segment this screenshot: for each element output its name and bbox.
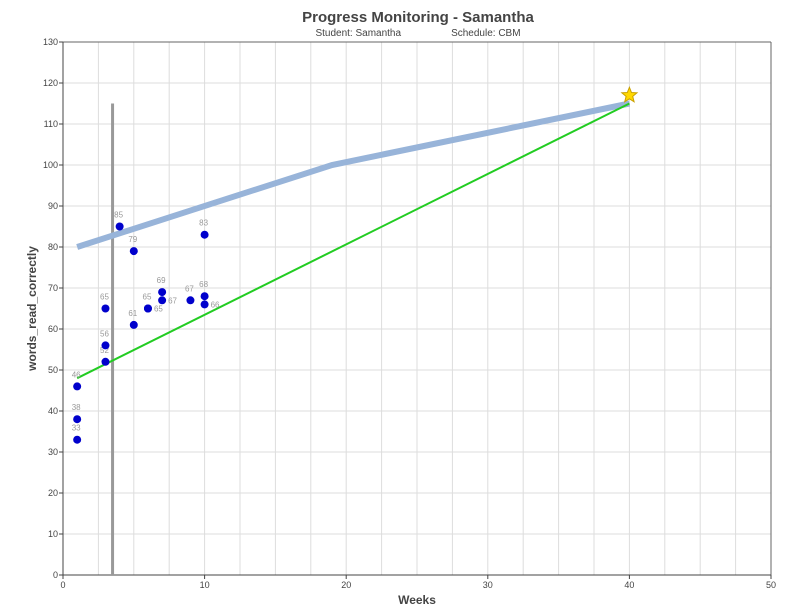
- data-point: [73, 415, 82, 424]
- data-label: 52: [100, 346, 109, 355]
- y-tick-label: 70: [48, 283, 58, 293]
- data-label: 56: [100, 329, 109, 338]
- student-label: Student: Samantha: [315, 28, 402, 39]
- data-label: 83: [199, 219, 208, 228]
- data-point: [129, 320, 138, 329]
- goal-line: [76, 100, 631, 250]
- data-label: 85: [114, 211, 123, 220]
- data-label: 79: [128, 235, 137, 244]
- data-point: [200, 292, 209, 301]
- data-point: [143, 304, 152, 313]
- y-tick-label: 100: [43, 160, 58, 170]
- data-label: 69: [157, 276, 166, 285]
- y-tick-label: 60: [48, 324, 58, 334]
- y-axis-label: words_read_correctly: [25, 246, 39, 372]
- y-tick-label: 50: [48, 365, 58, 375]
- y-tick-label: 0: [53, 570, 58, 580]
- data-label: 38: [72, 403, 81, 412]
- trend-line: [76, 102, 630, 380]
- chart-title: Progress Monitoring - Samantha: [302, 9, 534, 26]
- x-tick-label: 10: [200, 580, 210, 590]
- data-point: [73, 435, 82, 444]
- data-label: 65: [154, 305, 163, 314]
- data-point: [186, 296, 195, 305]
- data-point: [101, 341, 110, 350]
- data-label: 61: [128, 309, 137, 318]
- data-point: [200, 300, 209, 309]
- chart-subtitle: Student: Samantha Schedule: CBM: [0, 28, 812, 39]
- data-label: 46: [72, 370, 81, 379]
- y-tick-label: 110: [44, 119, 58, 129]
- x-tick-label: 0: [60, 580, 65, 590]
- data-label: 66: [211, 300, 220, 309]
- data-point: [73, 382, 82, 391]
- data-label: 65: [143, 293, 152, 302]
- data-label: 67: [168, 296, 177, 305]
- y-tick-label: 120: [43, 78, 58, 88]
- y-tick-label: 20: [48, 488, 58, 498]
- schedule-label: Schedule: CBM: [451, 28, 521, 39]
- data-point: [129, 247, 138, 256]
- data-point: [200, 230, 209, 239]
- x-tick-label: 40: [624, 580, 634, 590]
- data-point: [158, 288, 167, 297]
- y-tick-label: 90: [48, 201, 58, 211]
- data-label: 68: [199, 280, 208, 289]
- x-tick-label: 30: [483, 580, 493, 590]
- x-tick-label: 20: [341, 580, 351, 590]
- data-point: [115, 222, 124, 231]
- y-tick-label: 80: [48, 242, 58, 252]
- data-label: 33: [72, 424, 81, 433]
- y-tick-label: 30: [48, 447, 58, 457]
- goal-star-icon: [620, 85, 639, 103]
- data-point: [158, 296, 167, 305]
- data-label: 67: [185, 284, 194, 293]
- y-tick-label: 40: [48, 406, 58, 416]
- x-axis-label: Weeks: [398, 593, 436, 607]
- data-point: [101, 357, 110, 366]
- y-tick-label: 130: [43, 37, 58, 47]
- y-tick-label: 10: [48, 529, 58, 539]
- data-label: 65: [100, 293, 109, 302]
- x-tick-label: 50: [766, 580, 776, 590]
- data-point: [101, 304, 110, 313]
